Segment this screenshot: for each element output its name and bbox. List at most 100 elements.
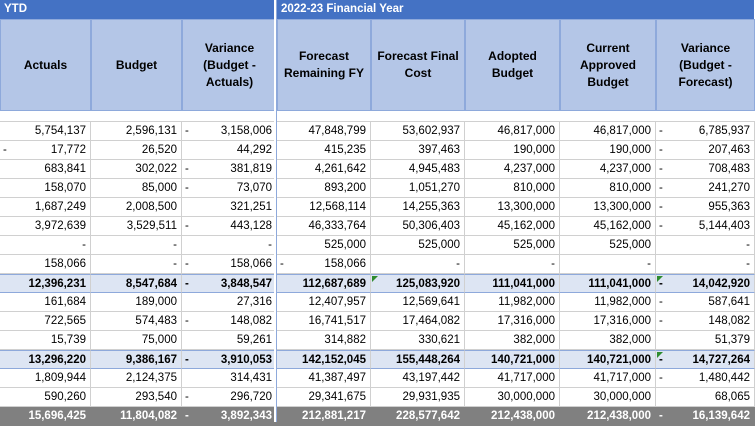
table-cell[interactable]: - 381,819 bbox=[182, 160, 277, 179]
table-cell[interactable]: - 16,139,642 bbox=[656, 407, 755, 426]
table-cell[interactable]: 574,483 bbox=[91, 312, 182, 331]
table-cell[interactable]: 525,000 bbox=[277, 236, 371, 255]
table-cell[interactable]: 1,687,249 bbox=[0, 198, 91, 217]
table-cell[interactable]: - bbox=[656, 236, 755, 255]
table-cell[interactable]: 228,577,642 bbox=[371, 407, 465, 426]
table-cell[interactable]: 13,300,000 bbox=[560, 198, 656, 217]
table-cell[interactable]: 13,300,000 bbox=[465, 198, 560, 217]
table-cell[interactable]: 1,051,270 bbox=[371, 179, 465, 198]
table-cell[interactable]: 330,621 bbox=[371, 331, 465, 350]
table-cell[interactable]: - bbox=[656, 255, 755, 274]
table-cell[interactable]: - 3,848,547 bbox=[182, 274, 277, 293]
table-cell[interactable]: 321,251 bbox=[182, 198, 277, 217]
table-cell[interactable]: 59,261 bbox=[182, 331, 277, 350]
table-cell[interactable]: - 148,082 bbox=[182, 312, 277, 331]
table-cell[interactable]: 12,407,957 bbox=[277, 293, 371, 312]
table-cell[interactable]: - bbox=[182, 236, 277, 255]
table-cell[interactable]: 161,684 bbox=[0, 293, 91, 312]
table-cell[interactable]: 29,931,935 bbox=[371, 388, 465, 407]
table-cell[interactable]: - 73,070 bbox=[182, 179, 277, 198]
table-cell[interactable]: - 14,042,920 bbox=[656, 274, 755, 293]
table-cell[interactable]: 382,000 bbox=[465, 331, 560, 350]
table-cell[interactable]: 13,296,220 bbox=[0, 350, 91, 369]
table-cell[interactable]: 17,464,082 bbox=[371, 312, 465, 331]
table-cell[interactable]: 47,848,799 bbox=[277, 122, 371, 141]
table-cell[interactable]: 893,200 bbox=[277, 179, 371, 198]
table-cell[interactable]: 41,717,000 bbox=[560, 369, 656, 388]
table-cell[interactable]: 525,000 bbox=[560, 236, 656, 255]
table-cell[interactable]: 29,341,675 bbox=[277, 388, 371, 407]
table-cell[interactable]: 810,000 bbox=[465, 179, 560, 198]
table-cell[interactable]: 46,817,000 bbox=[560, 122, 656, 141]
table-cell[interactable]: 26,520 bbox=[91, 141, 182, 160]
table-cell[interactable]: 75,000 bbox=[91, 331, 182, 350]
table-cell[interactable]: - 158,066 bbox=[182, 255, 277, 274]
table-cell[interactable]: 85,000 bbox=[91, 179, 182, 198]
table-cell[interactable]: - 158,066 bbox=[277, 255, 371, 274]
table-cell[interactable]: 302,022 bbox=[91, 160, 182, 179]
table-cell[interactable]: - bbox=[91, 236, 182, 255]
table-cell[interactable]: 14,255,363 bbox=[371, 198, 465, 217]
table-cell[interactable]: 15,739 bbox=[0, 331, 91, 350]
table-cell[interactable]: 11,804,082 bbox=[91, 407, 182, 426]
table-cell[interactable]: 43,197,442 bbox=[371, 369, 465, 388]
table-cell[interactable]: 17,316,000 bbox=[465, 312, 560, 331]
table-cell[interactable]: 212,438,000 bbox=[465, 407, 560, 426]
table-cell[interactable]: 5,754,137 bbox=[0, 122, 91, 141]
table-cell[interactable]: 140,721,000 bbox=[560, 350, 656, 369]
table-cell[interactable]: - bbox=[465, 255, 560, 274]
table-cell[interactable]: 155,448,264 bbox=[371, 350, 465, 369]
table-cell[interactable]: 17,316,000 bbox=[560, 312, 656, 331]
table-cell[interactable]: - bbox=[91, 255, 182, 274]
table-cell[interactable]: 722,565 bbox=[0, 312, 91, 331]
table-cell[interactable]: 382,000 bbox=[560, 331, 656, 350]
table-cell[interactable]: 810,000 bbox=[560, 179, 656, 198]
table-cell[interactable]: - bbox=[560, 255, 656, 274]
table-cell[interactable]: 4,237,000 bbox=[465, 160, 560, 179]
table-cell[interactable]: - 1,480,442 bbox=[656, 369, 755, 388]
table-cell[interactable]: 41,387,497 bbox=[277, 369, 371, 388]
table-cell[interactable]: 45,162,000 bbox=[560, 217, 656, 236]
table-cell[interactable]: 525,000 bbox=[465, 236, 560, 255]
table-cell[interactable]: - 14,727,264 bbox=[656, 350, 755, 369]
table-cell[interactable]: 190,000 bbox=[560, 141, 656, 160]
table-cell[interactable]: 4,237,000 bbox=[560, 160, 656, 179]
table-cell[interactable]: - bbox=[371, 255, 465, 274]
table-cell[interactable]: 314,882 bbox=[277, 331, 371, 350]
table-cell[interactable]: 314,431 bbox=[182, 369, 277, 388]
table-cell[interactable]: - 207,463 bbox=[656, 141, 755, 160]
table-cell[interactable]: 30,000,000 bbox=[465, 388, 560, 407]
table-cell[interactable]: 41,717,000 bbox=[465, 369, 560, 388]
table-cell[interactable]: - 443,128 bbox=[182, 217, 277, 236]
table-cell[interactable]: 140,721,000 bbox=[465, 350, 560, 369]
table-cell[interactable]: 111,041,000 bbox=[560, 274, 656, 293]
table-cell[interactable]: 27,316 bbox=[182, 293, 277, 312]
table-cell[interactable]: - 5,144,403 bbox=[656, 217, 755, 236]
table-cell[interactable]: 68,065 bbox=[656, 388, 755, 407]
table-cell[interactable]: - 241,270 bbox=[656, 179, 755, 198]
table-cell[interactable]: 158,070 bbox=[0, 179, 91, 198]
table-cell[interactable]: 46,333,764 bbox=[277, 217, 371, 236]
table-cell[interactable]: 44,292 bbox=[182, 141, 277, 160]
table-cell[interactable]: 11,982,000 bbox=[560, 293, 656, 312]
table-cell[interactable]: 8,547,684 bbox=[91, 274, 182, 293]
table-cell[interactable]: 212,438,000 bbox=[560, 407, 656, 426]
table-cell[interactable]: 11,982,000 bbox=[465, 293, 560, 312]
table-cell[interactable]: 190,000 bbox=[465, 141, 560, 160]
table-cell[interactable]: 397,463 bbox=[371, 141, 465, 160]
table-cell[interactable]: 12,396,231 bbox=[0, 274, 91, 293]
table-cell[interactable]: - 148,082 bbox=[656, 312, 755, 331]
table-cell[interactable]: 4,945,483 bbox=[371, 160, 465, 179]
table-cell[interactable]: 51,379 bbox=[656, 331, 755, 350]
table-cell[interactable]: 30,000,000 bbox=[560, 388, 656, 407]
table-cell[interactable]: 15,696,425 bbox=[0, 407, 91, 426]
table-cell[interactable]: 3,529,511 bbox=[91, 217, 182, 236]
table-cell[interactable]: 16,741,517 bbox=[277, 312, 371, 331]
table-cell[interactable]: - 955,363 bbox=[656, 198, 755, 217]
table-cell[interactable]: 111,041,000 bbox=[465, 274, 560, 293]
table-cell[interactable]: - 587,641 bbox=[656, 293, 755, 312]
table-cell[interactable]: 1,809,944 bbox=[0, 369, 91, 388]
table-cell[interactable]: 46,817,000 bbox=[465, 122, 560, 141]
table-cell[interactable]: 2,596,131 bbox=[91, 122, 182, 141]
table-cell[interactable]: 525,000 bbox=[371, 236, 465, 255]
